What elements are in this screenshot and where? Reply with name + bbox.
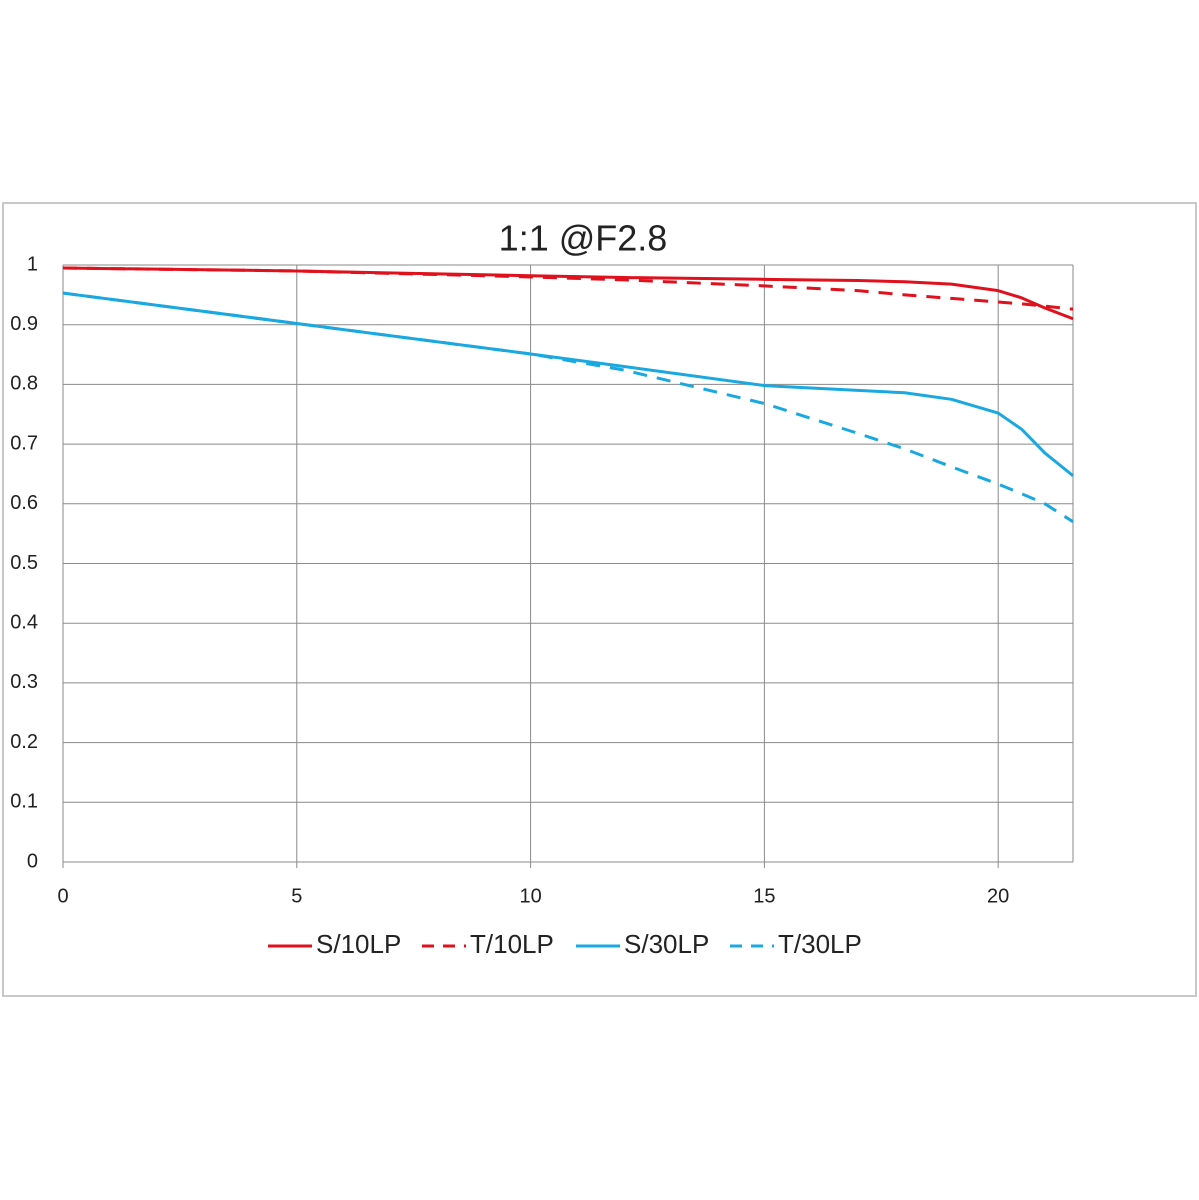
x-tick-label: 5 — [291, 885, 302, 907]
y-tick-label: 0.7 — [10, 432, 38, 454]
y-tick-label: 0.4 — [10, 611, 38, 633]
legend-label: S/30LP — [624, 929, 709, 959]
legend-label: S/10LP — [316, 929, 401, 959]
line-series — [62, 266, 1074, 311]
y-tick-label: 0.1 — [10, 791, 38, 813]
x-tick-label: 15 — [753, 885, 775, 907]
legend-label: T/10LP — [470, 929, 554, 959]
line-series — [62, 266, 1074, 321]
line-series — [62, 291, 1074, 523]
x-tick-label: 0 — [57, 885, 68, 907]
legend-label: T/30LP — [778, 929, 862, 959]
y-tick-label: 0.5 — [10, 552, 38, 574]
y-tick-label: 1 — [27, 253, 38, 275]
y-tick-label: 0 — [27, 850, 38, 872]
y-tick-label: 0.8 — [10, 373, 38, 395]
y-tick-label: 0.6 — [10, 492, 38, 514]
x-tick-label: 20 — [987, 885, 1009, 907]
y-tick-label: 0.9 — [10, 313, 38, 335]
x-tick-label: 10 — [519, 885, 541, 907]
chart-frame — [2, 202, 1197, 997]
y-tick-label: 0.2 — [10, 731, 38, 753]
y-tick-label: 0.3 — [10, 671, 38, 693]
chart-title: 1:1 @F2.8 — [499, 218, 668, 259]
